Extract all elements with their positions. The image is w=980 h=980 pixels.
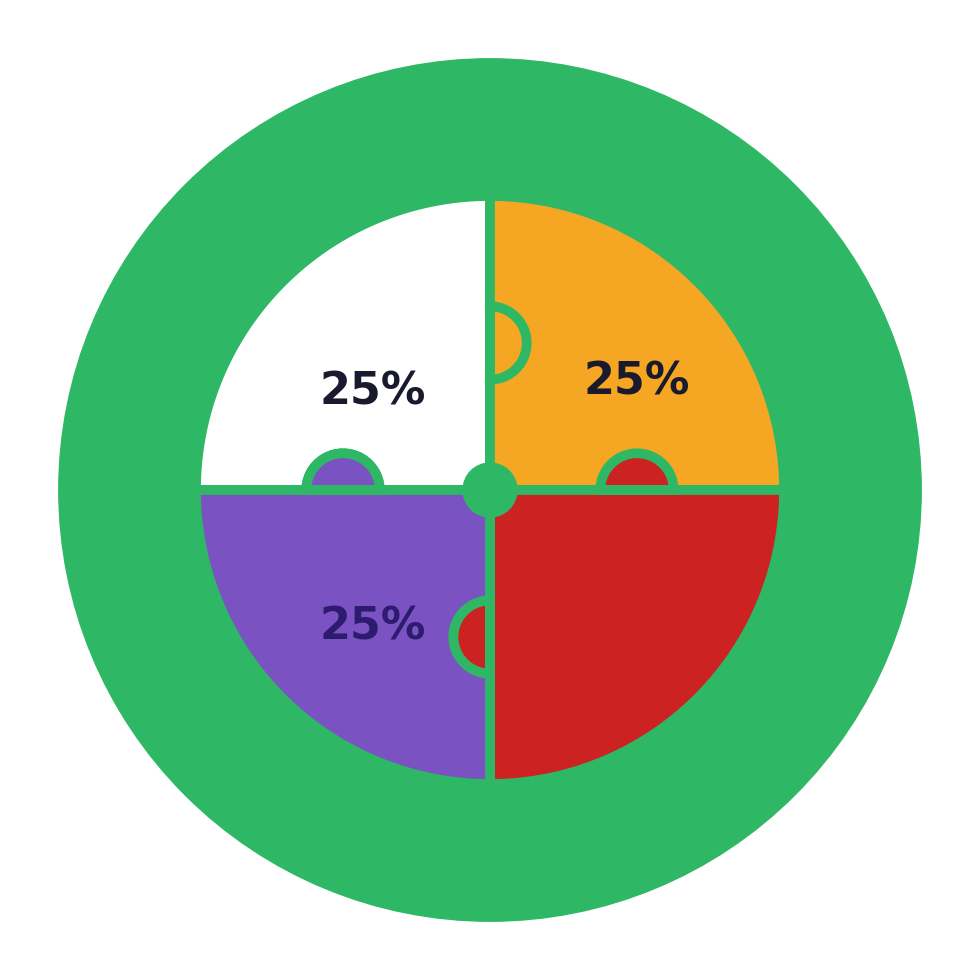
Text: 25%: 25% <box>319 370 425 414</box>
Circle shape <box>464 464 517 517</box>
Text: 25%: 25% <box>584 361 690 404</box>
Polygon shape <box>196 196 526 490</box>
Polygon shape <box>454 454 784 784</box>
Text: 25%: 25% <box>319 606 425 649</box>
Polygon shape <box>196 454 490 784</box>
Polygon shape <box>490 196 784 526</box>
Circle shape <box>59 59 921 921</box>
